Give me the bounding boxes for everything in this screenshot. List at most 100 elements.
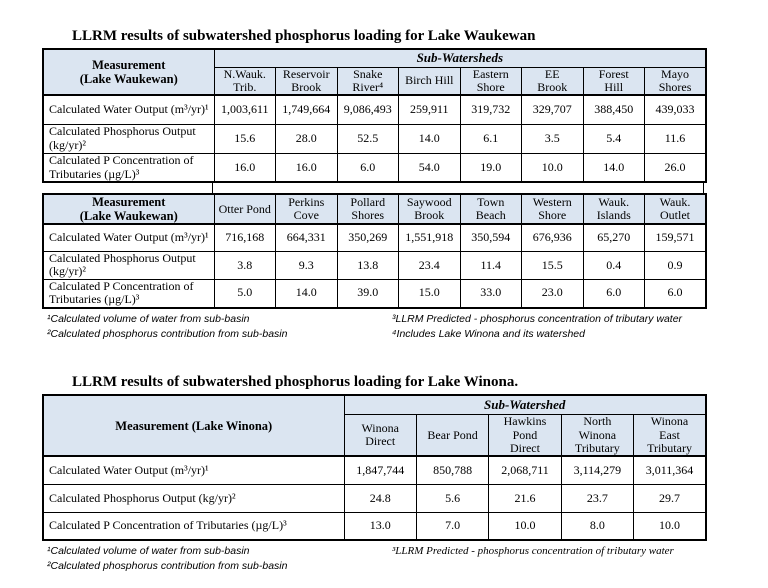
document-page: LLRM results of subwatershed phosphorus …	[42, 28, 708, 574]
value-cell: 21.6	[488, 483, 562, 513]
table-gap	[42, 183, 705, 194]
measurement-header-cell: Measurement (Lake Winona)	[42, 394, 345, 458]
section-spacer	[42, 342, 707, 374]
row-label-cell: Calculated P Concentration of Tributarie…	[42, 152, 215, 183]
column-header-cell: N.Wauk. Trib.	[213, 66, 276, 97]
value-cell: 6.1	[459, 123, 522, 154]
value-cell: 10.0	[633, 511, 707, 541]
value-cell: 8.0	[560, 511, 635, 541]
column-header-cell: North Winona Tributary	[560, 414, 635, 458]
value-cell: 388,450	[582, 94, 645, 125]
value-cell: 0.4	[582, 250, 645, 280]
value-cell: 676,936	[521, 223, 584, 252]
value-cell: 15.0	[398, 278, 461, 309]
value-cell: 39.0	[336, 278, 399, 309]
value-cell: 0.9	[644, 250, 707, 280]
waukewan-table-upper: Measurement (Lake Waukewan) Sub-Watershed…	[42, 48, 708, 184]
column-header-cell: Forest Hill	[582, 66, 645, 97]
value-cell: 33.0	[459, 278, 522, 309]
column-header-cell: Eastern Shore	[459, 66, 522, 97]
value-cell: 1,847,744	[343, 455, 417, 485]
value-cell: 13.8	[336, 250, 399, 280]
value-cell: 16.0	[275, 152, 338, 183]
subwatershed-group-header-cell: Sub-Watersheds	[213, 48, 707, 68]
footnote-row: ¹Calculated volume of water from sub-bas…	[47, 312, 707, 327]
value-cell: 26.0	[644, 152, 707, 183]
column-header-cell: Winona Direct	[343, 414, 417, 458]
value-cell: 23.4	[398, 250, 461, 280]
column-header-cell: Saywood Brook	[398, 193, 461, 226]
row-label-cell: Calculated P Concentration of Tributarie…	[42, 278, 215, 309]
column-header-cell: Mayo Shores	[644, 66, 707, 97]
column-header-cell: Pollard Shores	[336, 193, 399, 226]
value-cell: 9.3	[275, 250, 338, 280]
gap-connector-line	[212, 183, 213, 194]
value-cell: 716,168	[213, 223, 276, 252]
value-cell: 24.8	[343, 483, 417, 513]
value-cell: 350,594	[459, 223, 522, 252]
winona-table-title: LLRM results of subwatershed phosphorus …	[72, 373, 519, 390]
table-row: Calculated Phosphorus Output (kg/yr)² 15.…	[42, 123, 707, 154]
value-cell: 159,571	[644, 223, 707, 252]
value-cell: 54.0	[398, 152, 461, 183]
column-header-cell: Winona East Tributary	[633, 414, 707, 458]
subwatershed-group-header-cell: Sub-Watershed	[343, 394, 707, 416]
value-cell: 850,788	[415, 455, 490, 485]
footnote: ²Calculated phosphorus contribution from…	[47, 560, 288, 573]
value-cell: 1,551,918	[398, 223, 461, 252]
value-cell: 5.4	[582, 123, 645, 154]
table-row: Calculated Phosphorus Output (kg/yr)² 24.…	[42, 483, 707, 513]
value-cell: 11.6	[644, 123, 707, 154]
table-row: Calculated Water Output (m³/yr)¹ 1,003,61…	[42, 94, 707, 125]
row-label-cell: Calculated Phosphorus Output (kg/yr)²	[42, 250, 215, 280]
value-cell: 52.5	[336, 123, 399, 154]
winona-table: Measurement (Lake Winona) Sub-Watershed Wi…	[42, 393, 707, 542]
value-cell: 23.0	[521, 278, 584, 309]
value-cell: 14.0	[398, 123, 461, 154]
value-cell: 16.0	[213, 152, 276, 183]
row-label-cell: Calculated Phosphorus Output (kg/yr)²	[42, 123, 215, 154]
waukewan-table-lower: Measurement (Lake Waukewan) Otter Pond Per…	[42, 193, 707, 309]
value-cell: 7.0	[415, 511, 490, 541]
value-cell: 65,270	[582, 223, 645, 252]
waukewan-footnotes: ¹Calculated volume of water from sub-bas…	[47, 312, 707, 342]
value-cell: 14.0	[582, 152, 645, 183]
value-cell: 6.0	[582, 278, 645, 309]
value-cell: 6.0	[644, 278, 707, 309]
value-cell: 5.0	[213, 278, 276, 309]
value-cell: 3,114,279	[560, 455, 635, 485]
value-cell: 3.5	[521, 123, 584, 154]
column-header-cell: Western Shore	[521, 193, 584, 226]
footnote: ⁴Includes Lake Winona and its watershed	[392, 327, 585, 340]
row-label-cell: Calculated Water Output (m³/yr)¹	[42, 94, 215, 125]
column-header-cell: Perkins Cove	[275, 193, 338, 226]
waukewan-table-title: LLRM results of subwatershed phosphorus …	[72, 28, 536, 44]
table-row: Calculated Water Output (m³/yr)¹ 716,168 6…	[42, 223, 707, 252]
footnote-row: ²Calculated phosphorus contribution from…	[47, 559, 707, 574]
value-cell: 1,003,611	[213, 94, 276, 125]
value-cell: 13.0	[343, 511, 417, 541]
measurement-header-cell: Measurement (Lake Waukewan)	[42, 193, 215, 226]
column-header-cell: Bear Pond	[415, 414, 490, 458]
winona-footnotes: ¹Calculated volume of water from sub-bas…	[47, 544, 707, 574]
value-cell: 319,732	[459, 94, 522, 125]
footnote: ³LLRM Predicted - phosphorus concentrati…	[392, 312, 683, 325]
column-header-cell: Snake River⁴	[336, 66, 399, 97]
value-cell: 29.7	[633, 483, 707, 513]
value-cell: 9,086,493	[336, 94, 399, 125]
row-label-cell: Calculated Water Output (m³/yr)¹	[42, 223, 215, 252]
value-cell: 11.4	[459, 250, 522, 280]
column-header-cell: Otter Pond	[213, 193, 276, 226]
value-cell: 1,749,664	[275, 94, 338, 125]
footnote: ¹Calculated volume of water from sub-bas…	[47, 545, 250, 558]
value-cell: 3.8	[213, 250, 276, 280]
column-header-cell: EE Brook	[521, 66, 584, 97]
table-row: Calculated P Concentration of Tributarie…	[42, 278, 707, 309]
value-cell: 14.0	[275, 278, 338, 309]
row-label-cell: Calculated P Concentration of Tributarie…	[42, 511, 345, 541]
table-row: Calculated P Concentration of Tributarie…	[42, 152, 707, 183]
footnote	[392, 559, 707, 574]
footnote: ¹Calculated volume of water from sub-bas…	[47, 312, 250, 325]
value-cell: 2,068,711	[488, 455, 562, 485]
value-cell: 329,707	[521, 94, 584, 125]
